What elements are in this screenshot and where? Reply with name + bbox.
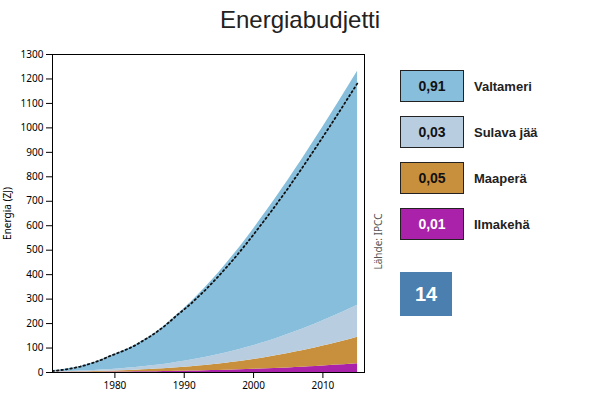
- svg-text:2000: 2000: [242, 378, 265, 392]
- svg-text:Energia (ZJ): Energia (ZJ): [0, 187, 14, 240]
- svg-text:800: 800: [26, 169, 43, 183]
- svg-text:600: 600: [26, 218, 43, 232]
- svg-text:2010: 2010: [311, 378, 334, 392]
- html-text:0,05: 0,05: [418, 170, 446, 186]
- svg-text:700: 700: [26, 193, 43, 207]
- svg-text:1990: 1990: [173, 378, 196, 392]
- svg-text:300: 300: [26, 291, 43, 305]
- html-text:0,03: 0,03: [418, 124, 446, 140]
- svg-text:1980: 1980: [103, 378, 126, 392]
- svg-text:100: 100: [26, 340, 43, 354]
- svg-text:1300: 1300: [21, 47, 44, 61]
- svg-text:Lähde: IPCC: Lähde: IPCC: [371, 213, 385, 270]
- svg-text:400: 400: [26, 267, 43, 281]
- svg-text:200: 200: [26, 316, 43, 330]
- html-text:0,01: 0,01: [418, 216, 446, 232]
- svg-text:1100: 1100: [21, 96, 44, 110]
- html-text:Valtameri: Valtameri: [474, 78, 532, 94]
- svg-text:0: 0: [38, 365, 44, 379]
- svg-text:500: 500: [26, 242, 43, 256]
- svg-text:1200: 1200: [21, 71, 44, 85]
- html-text:Maaperä: Maaperä: [474, 170, 527, 186]
- html-text:Sulava jää: Sulava jää: [474, 124, 538, 140]
- html-text:14: 14: [414, 282, 438, 305]
- html-text:Energiabudjetti: Energiabudjetti: [219, 6, 381, 33]
- html-text:Ilmakehä: Ilmakehä: [474, 216, 530, 232]
- svg-text:1000: 1000: [21, 120, 44, 134]
- svg-text:900: 900: [26, 145, 43, 159]
- html-text:0,91: 0,91: [418, 78, 446, 94]
